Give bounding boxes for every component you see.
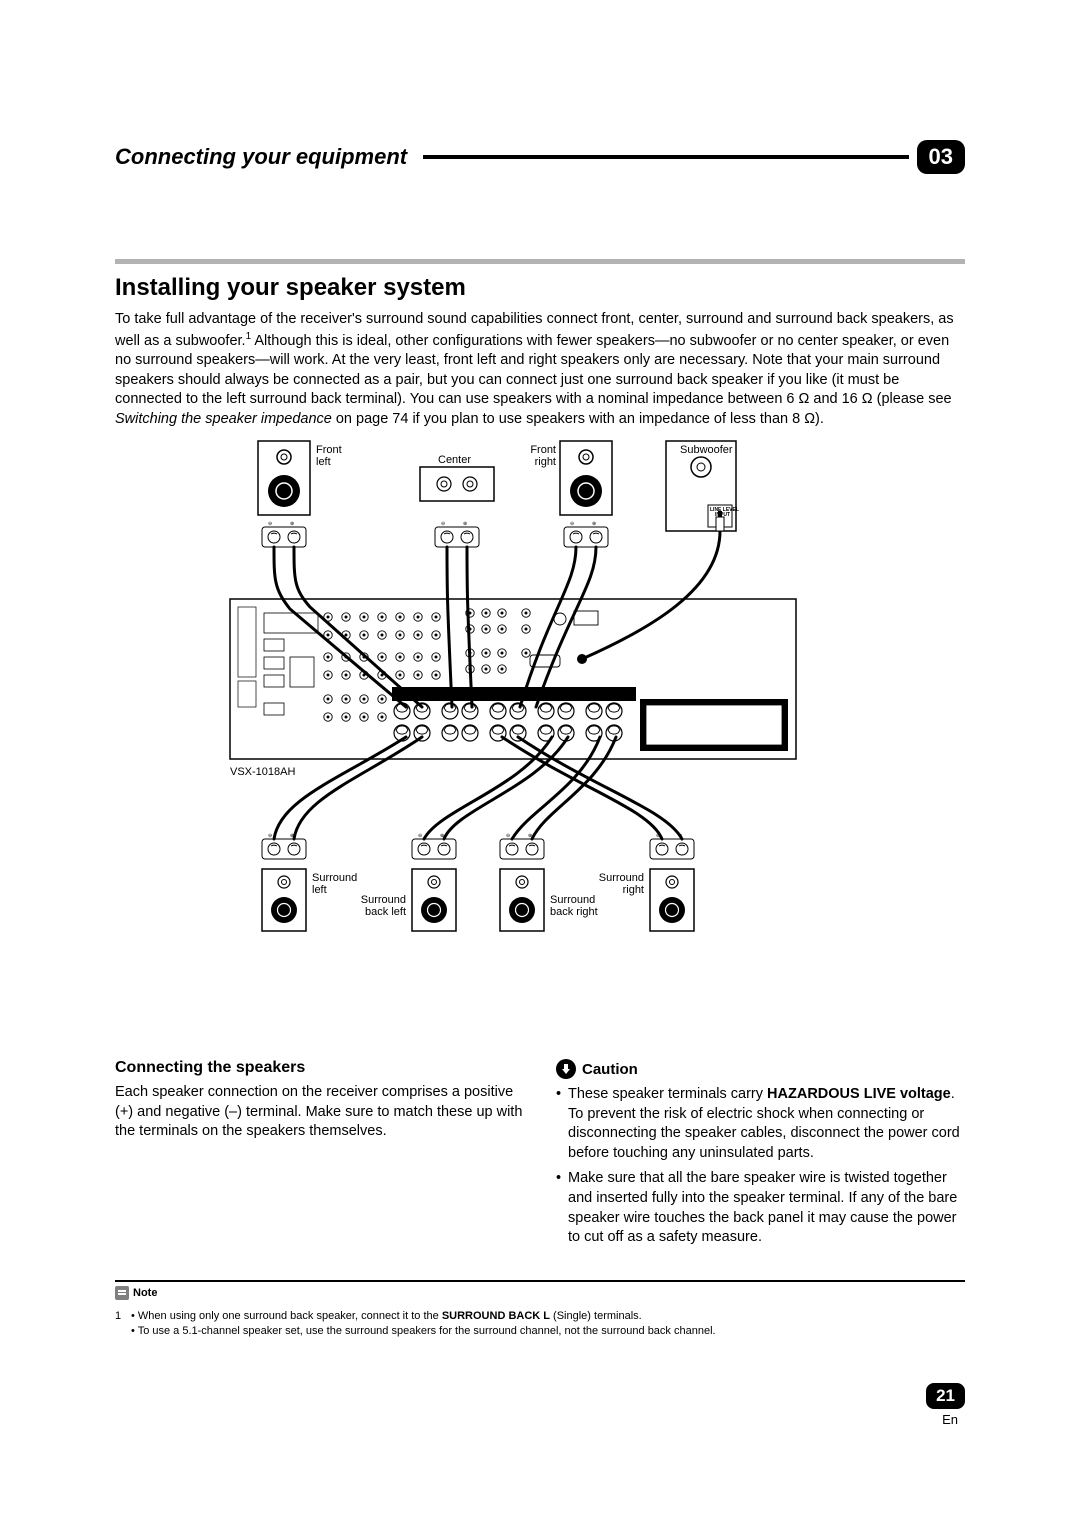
caution-icon <box>556 1059 576 1079</box>
label-surround-back-right: Surroundback right <box>550 894 598 918</box>
connecting-speakers-text: Each speaker connection on the receiver … <box>115 1083 524 1142</box>
label-front-right: Frontright <box>530 444 556 468</box>
footnotes: 1 • When using only one surround back sp… <box>115 1309 965 1339</box>
chapter-number-badge: 03 <box>917 140 965 174</box>
label-surround-back-left: Surroundback left <box>361 894 406 918</box>
speaker-wiring-diagram: ⊖ ⊕ Frontleft <box>220 439 860 1039</box>
caution-item-1: These speaker terminals carry HAZARDOUS … <box>556 1085 965 1163</box>
caution-label: Caution <box>582 1061 638 1078</box>
caution-heading: Caution <box>556 1059 638 1079</box>
para-part-c: on page 74 if you plan to use speakers w… <box>332 411 824 427</box>
section-paragraph: To take full advantage of the receiver's… <box>115 310 965 429</box>
label-front-left: Frontleft <box>316 444 342 468</box>
diagram-svg: ⊖ ⊕ Frontleft <box>220 439 860 1039</box>
note-label: Note <box>133 1287 157 1299</box>
right-column: Caution These speaker terminals carry HA… <box>556 1059 965 1254</box>
page-language: En <box>942 1412 958 1427</box>
left-column: Connecting the speakers Each speaker con… <box>115 1059 524 1254</box>
page-number-badge: 21 <box>926 1383 965 1409</box>
chapter-title: Connecting your equipment <box>115 144 423 170</box>
note-icon <box>115 1286 129 1300</box>
note-badge: Note <box>115 1286 157 1300</box>
footnote-line1-a: • When using only one surround back spea… <box>131 1310 442 1322</box>
label-surround-left: Surroundleft <box>312 872 357 896</box>
label-center: Center <box>438 454 471 466</box>
footnote-line1-strong: SURROUND BACK L <box>442 1310 550 1322</box>
caution-list: These speaker terminals carry HAZARDOUS … <box>556 1085 965 1248</box>
section-top-rule <box>115 259 965 264</box>
label-surround-right: Surroundright <box>599 872 644 896</box>
footnote-line2: • To use a 5.1-channel speaker set, use … <box>131 1325 716 1337</box>
section-title: Installing your speaker system <box>115 274 965 302</box>
caution-item-2: Make sure that all the bare speaker wire… <box>556 1169 965 1247</box>
footnote-separator <box>115 1280 965 1282</box>
chapter-header: Connecting your equipment 03 <box>115 140 965 174</box>
subsection-columns: Connecting the speakers Each speaker con… <box>115 1059 965 1254</box>
connecting-speakers-title: Connecting the speakers <box>115 1059 524 1077</box>
footnote-line1-b: (Single) terminals. <box>550 1310 642 1322</box>
footnote-number: 1 <box>115 1309 121 1324</box>
model-label: VSX-1018AH <box>230 766 295 778</box>
header-rule <box>423 155 908 159</box>
para-italic: Switching the speaker impedance <box>115 411 332 427</box>
label-subwoofer: Subwoofer <box>680 444 733 456</box>
